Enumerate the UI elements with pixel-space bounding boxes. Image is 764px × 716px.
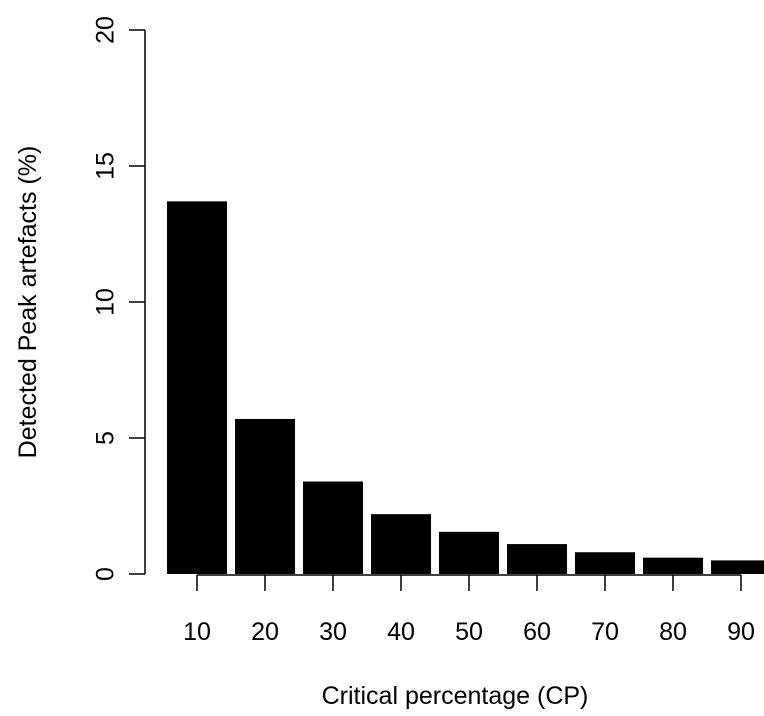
- bar-40: [371, 514, 431, 574]
- y-axis-label: Detected Peak artefacts (%): [14, 146, 42, 459]
- x-tick-label: 60: [523, 618, 551, 646]
- bars-group: [167, 201, 764, 575]
- bar-60: [507, 544, 567, 574]
- bar-30: [303, 481, 363, 574]
- bar-90: [711, 560, 764, 574]
- y-tick-label: 20: [92, 16, 120, 44]
- x-axis: 10 20 30 40 50 60 70 80 90: [183, 574, 755, 646]
- y-axis: 0 5 10 15 20: [92, 16, 146, 581]
- x-axis-label: Critical percentage (CP): [322, 682, 589, 710]
- y-tick-label: 15: [92, 152, 120, 180]
- x-tick-label: 40: [387, 618, 415, 646]
- bar-80: [643, 557, 703, 574]
- x-tick-label: 30: [319, 618, 347, 646]
- bar-20: [235, 418, 295, 574]
- x-tick-label: 80: [659, 618, 687, 646]
- bar-70: [575, 552, 635, 574]
- x-tick-label: 10: [183, 618, 211, 646]
- bar-50: [439, 531, 499, 574]
- x-tick-label: 70: [591, 618, 619, 646]
- x-tick-label: 90: [727, 618, 755, 646]
- x-tick-label: 20: [251, 618, 279, 646]
- bar-10: [167, 201, 227, 575]
- y-tick-label: 5: [92, 431, 120, 445]
- x-tick-label: 50: [455, 618, 483, 646]
- y-tick-label: 0: [92, 567, 120, 581]
- y-tick-label: 10: [92, 288, 120, 316]
